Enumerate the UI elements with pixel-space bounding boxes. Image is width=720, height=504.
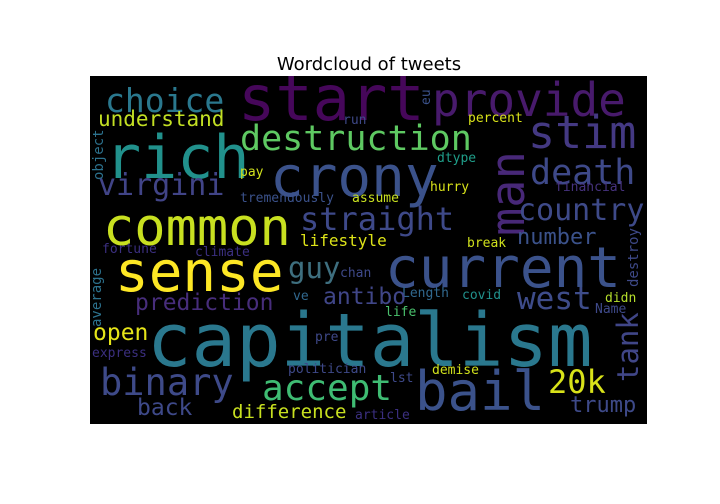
word: common [103,198,291,258]
word: start [238,62,425,135]
word: ve [293,289,309,304]
word: man [481,151,536,236]
word: country [518,193,644,228]
word: politician [288,362,366,377]
word: sense [115,240,284,305]
word: break [467,236,506,251]
word: straight [300,200,454,238]
chart-title: Wordcloud of tweets [277,54,461,75]
word-cloud: start provide choice eu rich cronydestruction… [89,62,645,423]
word: antibo [323,284,406,310]
word: Name [595,302,626,317]
word: 20k [548,363,606,401]
word: dtype [437,151,476,166]
word: capitalism [147,298,593,384]
word: trump [570,393,636,418]
word: financial [555,180,625,195]
word: express [92,346,147,361]
word: current [385,236,621,301]
word: tremendously [240,191,334,206]
word: climate [195,245,250,260]
word: lst [390,371,413,386]
word: death [530,153,635,193]
word: open [93,320,148,346]
word: chan [340,266,371,281]
cloud-background [90,76,647,424]
word: run [343,113,366,128]
word: life [385,305,416,320]
word: eu [419,89,434,105]
word: difference [232,401,346,423]
word: fortune [102,242,157,257]
word: assume [352,191,399,206]
word: crony [270,145,439,210]
word: tank [611,312,645,382]
word: Length [402,286,449,301]
word: bail [415,360,545,423]
word: destruction [240,119,472,159]
word: stim [528,106,636,159]
word: lifestyle [300,231,387,250]
word: percent [468,111,523,126]
word: provide [432,73,626,127]
word: demise [432,363,479,378]
word: average [89,268,105,327]
word: object [91,129,107,180]
word: pay [240,165,264,180]
word: virgini [98,168,224,203]
word: number [517,225,596,250]
word: article [355,408,410,423]
word: understand [98,107,224,131]
word: didn [605,291,636,306]
word: choice [105,81,224,120]
word: hurry [430,180,469,195]
word: rich [105,123,250,193]
word: accept [262,368,392,409]
word: back [137,395,193,421]
word: binary [100,361,234,404]
word: destroy [626,228,642,287]
word: guy [288,251,340,285]
word: covid [462,288,501,303]
word: prediction [135,290,273,316]
word: pre [315,330,339,345]
word: west [517,281,592,317]
